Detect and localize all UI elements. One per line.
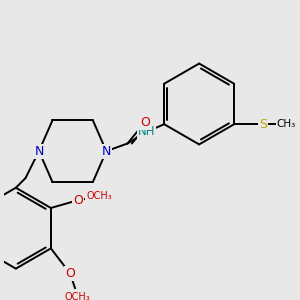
Text: NH: NH <box>138 125 155 138</box>
Text: O: O <box>73 194 83 207</box>
Text: N: N <box>102 145 111 158</box>
Text: O: O <box>65 267 75 280</box>
Text: OCH₃: OCH₃ <box>86 191 112 201</box>
Text: N: N <box>34 145 44 158</box>
Text: OCH₃: OCH₃ <box>65 292 91 300</box>
Text: S: S <box>259 118 267 131</box>
Text: O: O <box>140 116 150 129</box>
Text: CH₃: CH₃ <box>277 119 296 129</box>
